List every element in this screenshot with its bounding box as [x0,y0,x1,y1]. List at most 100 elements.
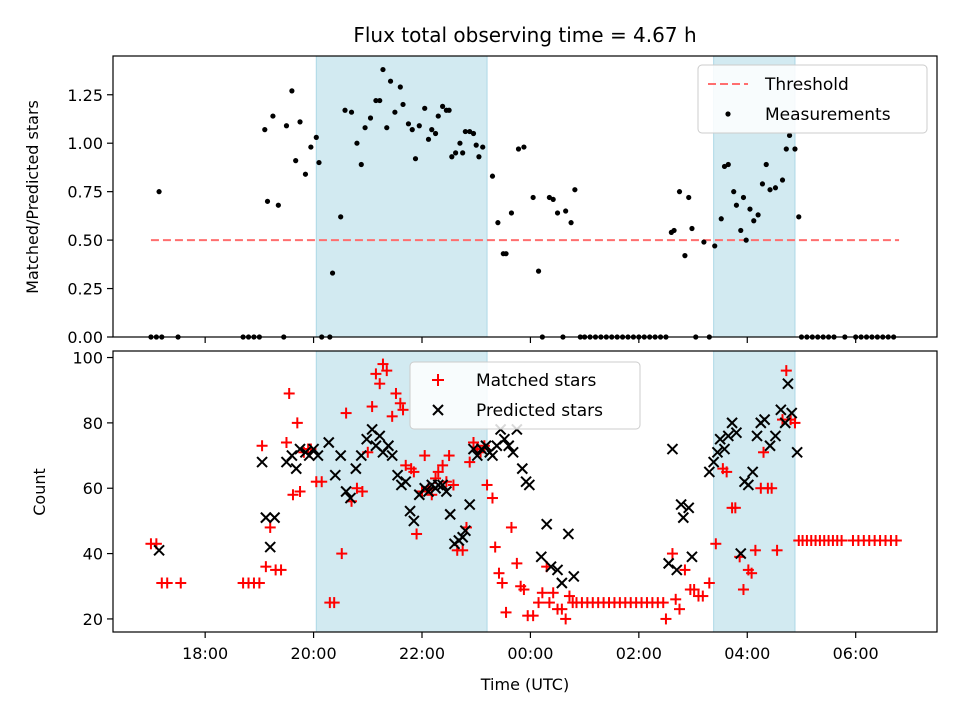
measurement-point [405,121,412,127]
measurement-point [397,84,403,90]
measurement-point [313,134,319,140]
matched-star-point [464,456,476,468]
measurement-point [740,194,747,201]
matched-star-point [890,535,902,547]
measurement-point [449,154,455,160]
predicted-star-point [386,449,398,462]
y-tick-label: 0.75 [67,183,103,202]
measurement-point [338,214,344,220]
predicted-star-point [671,564,683,576]
matched-star-point [253,577,265,589]
measurement-point [262,127,268,133]
measurement-point [462,128,468,135]
predicted-star-point [360,433,373,445]
measurement-point [329,270,336,276]
matched-star-point [543,597,555,609]
measurement-point [358,161,364,168]
legend-measurements-swatch [725,111,731,117]
measurement-point [416,123,422,129]
matched-star-point [264,521,276,533]
predicted-star-point [666,443,679,455]
measurement-point [373,97,379,104]
matched-star-point [394,397,406,409]
x-tick-label: 02:00 [616,644,662,663]
chart-title: Flux total observing time = 4.67 h [353,23,696,47]
shaded-band [713,350,796,633]
measurement-point [725,161,731,168]
matched-star-point [175,577,187,589]
x-tick-label: 00:00 [507,644,553,663]
y-tick-label: 100 [72,349,103,368]
matched-star-point [556,603,568,615]
predicted-star-point [551,564,564,576]
predicted-star-point [786,407,798,419]
matched-star-point [493,567,505,579]
matched-star-point [397,404,409,416]
matched-star-point [789,417,801,429]
measurement-point [521,144,527,150]
matched-star-point [563,590,575,602]
matched-star-point [697,590,709,602]
matched-star-point [836,535,848,547]
predicted-star-point [718,443,731,455]
bottom-legend: Matched stars Predicted stars [409,361,641,430]
legend-predicted-swatch [432,404,444,416]
matched-star-point [660,613,672,625]
measurement-point [689,225,695,232]
measurement-point [796,214,802,220]
predicted-star-point [675,498,687,511]
predicted-star-point [459,525,472,537]
measurement-point [156,189,162,195]
predicted-star-point [683,502,695,514]
matched-star-point [447,479,459,491]
measurement-point [731,189,737,195]
matched-star-point [481,479,493,491]
matched-star-point [780,365,792,377]
matched-star-point [527,610,539,622]
predicted-star-point [268,511,281,524]
predicted-star-point [516,462,528,475]
measurement-point [563,208,569,214]
bottom-y-axis-label: Count [30,468,49,516]
y-tick-label: 60 [83,479,103,498]
measurement-point [733,202,740,208]
measurement-point [489,173,496,179]
measurement-point [460,150,466,156]
legend-matched-swatch [432,374,444,386]
measurement-point [550,196,556,203]
bottom-legend-box [409,361,641,430]
matched-star-point [533,597,545,609]
predicted-star-point [556,577,568,589]
predicted-star-point [374,430,386,442]
measurement-point [743,237,749,243]
matched-star-point [771,544,783,556]
matched-star-point [766,482,778,494]
y-tick-label: 0.00 [67,328,103,347]
measurement-point [763,161,769,168]
measurement-point [568,220,574,226]
measurement-point [293,158,299,164]
matched-star-point [457,544,469,556]
measurement-point [747,206,753,212]
measurement-point [792,146,798,152]
measurement-point [503,251,509,257]
measurement-point [432,130,439,137]
predicted-star-point [662,557,675,570]
measurement-point [686,194,692,201]
predicted-star-point [303,449,315,462]
measurement-point [316,159,322,166]
predicted-star-point [440,485,453,498]
x-tick-label: 18:00 [182,644,228,663]
measurement-point [275,202,281,208]
predicted-star-point [432,479,444,491]
measurement-point [362,125,368,131]
predicted-star-point [711,446,724,458]
matched-star-point [737,584,749,596]
predicted-star-point [294,443,306,455]
measurement-point [671,227,677,234]
matched-star-point [670,593,682,605]
top-legend: Threshold Measurements [697,64,928,134]
measurement-point [759,181,766,187]
matched-star-point [489,541,501,553]
